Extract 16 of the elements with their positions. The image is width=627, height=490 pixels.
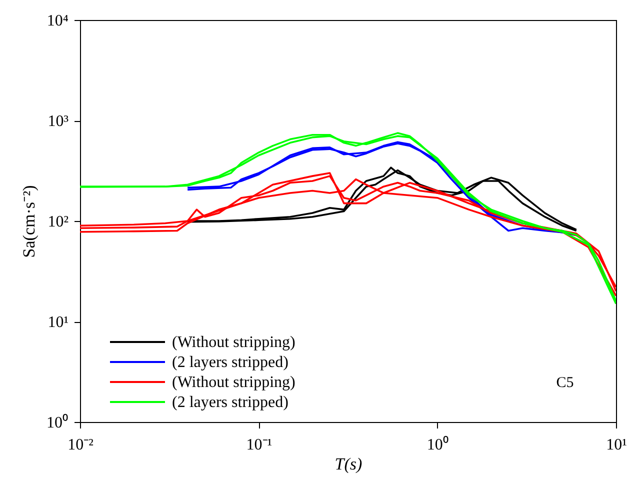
legend-label: (2 layers stripped) bbox=[172, 394, 288, 411]
x-tick-label: 10⁰ bbox=[426, 436, 449, 454]
y-tick-label: 10⁴ bbox=[46, 12, 69, 30]
y-tick-label: 10² bbox=[48, 214, 69, 230]
legend-label: (Without stripping) bbox=[172, 374, 296, 391]
x-tick-label: 10⁻¹ bbox=[246, 436, 272, 454]
y-tick-label: 10⁰ bbox=[46, 414, 68, 432]
x-tick-label: 10⁻² bbox=[68, 436, 94, 454]
y-tick-label: 10¹ bbox=[48, 314, 69, 331]
annotation: C5 bbox=[556, 375, 574, 391]
x-axis-title: T(s) bbox=[334, 454, 363, 474]
legend-label: (2 layers stripped) bbox=[172, 354, 288, 371]
y-tick-label: 10³ bbox=[48, 113, 69, 130]
legend-label: (Without stripping) bbox=[172, 334, 296, 351]
x-tick-label: 10¹ bbox=[606, 436, 627, 454]
y-axis-title: Sa(cm·s⁻²) bbox=[20, 185, 38, 258]
